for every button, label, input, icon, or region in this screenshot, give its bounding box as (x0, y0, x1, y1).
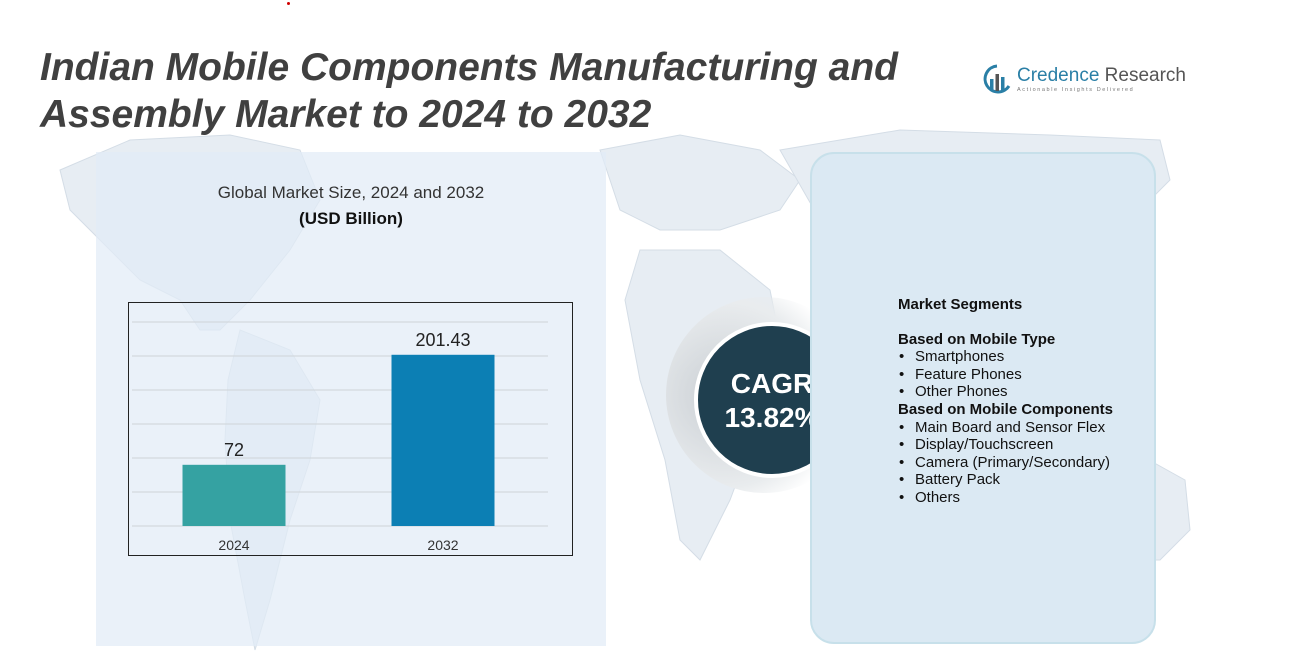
segment-list-components: Main Board and Sensor Flex Display/Touch… (898, 419, 1113, 507)
value-label-2024: 72 (224, 440, 244, 460)
logo-name-second: Research (1099, 65, 1186, 86)
chart-subtitle: (USD Billion) (299, 209, 403, 228)
segments-heading: Market Segments (898, 296, 1023, 313)
segment-item: Other Phones (898, 383, 1113, 401)
cagr-label: CAGR (730, 368, 814, 399)
segment-item: Battery Pack (898, 471, 1113, 489)
segment-item: Main Board and Sensor Flex (898, 419, 1113, 437)
category-labels: 2024 2032 (218, 537, 458, 553)
segment-item: Feature Phones (898, 366, 1113, 384)
segment-list-mobile-type: Smartphones Feature Phones Other Phones (898, 348, 1113, 401)
value-label-2032: 201.43 (415, 330, 470, 350)
chart-title: Global Market Size, 2024 and 2032 (217, 183, 485, 202)
market-size-panel: Global Market Size, 2024 and 2032 (USD B… (96, 152, 606, 646)
segments-content: Market Segments Based on Mobile Type Sma… (898, 296, 1113, 507)
market-segments-panel: Market Segments Based on Mobile Type Sma… (810, 152, 1156, 644)
market-size-bar-chart: 72 201.43 2024 2032 (128, 302, 573, 556)
segment-group-title: Based on Mobile Type (898, 330, 1056, 348)
logo-name: Credence Research (1017, 65, 1186, 87)
segment-item: Display/Touchscreen (898, 436, 1113, 454)
value-labels: 72 201.43 (224, 330, 471, 460)
segment-item: Others (898, 489, 1113, 507)
stray-red-dot (287, 2, 290, 5)
segment-item: Camera (Primary/Secondary) (898, 454, 1113, 472)
segment-item: Smartphones (898, 348, 1113, 366)
page-title: Indian Mobile Components Manufacturing a… (40, 46, 898, 136)
logo-name-first: Credence (1017, 65, 1100, 86)
credence-research-logo[interactable]: Credence Research Actionable Insights De… (982, 64, 1186, 98)
segment-group-title: Based on Mobile Components (898, 400, 1114, 418)
logo-tagline: Actionable Insights Delivered (1017, 87, 1135, 93)
category-label-2024: 2024 (218, 537, 249, 553)
bars (182, 354, 495, 526)
bar-2032 (391, 354, 495, 526)
category-label-2032: 2032 (427, 537, 458, 553)
chart-frame (128, 302, 573, 556)
logo-icon (983, 64, 1011, 94)
bar-2024 (182, 464, 286, 526)
cagr-value: 13.82% (724, 402, 820, 433)
